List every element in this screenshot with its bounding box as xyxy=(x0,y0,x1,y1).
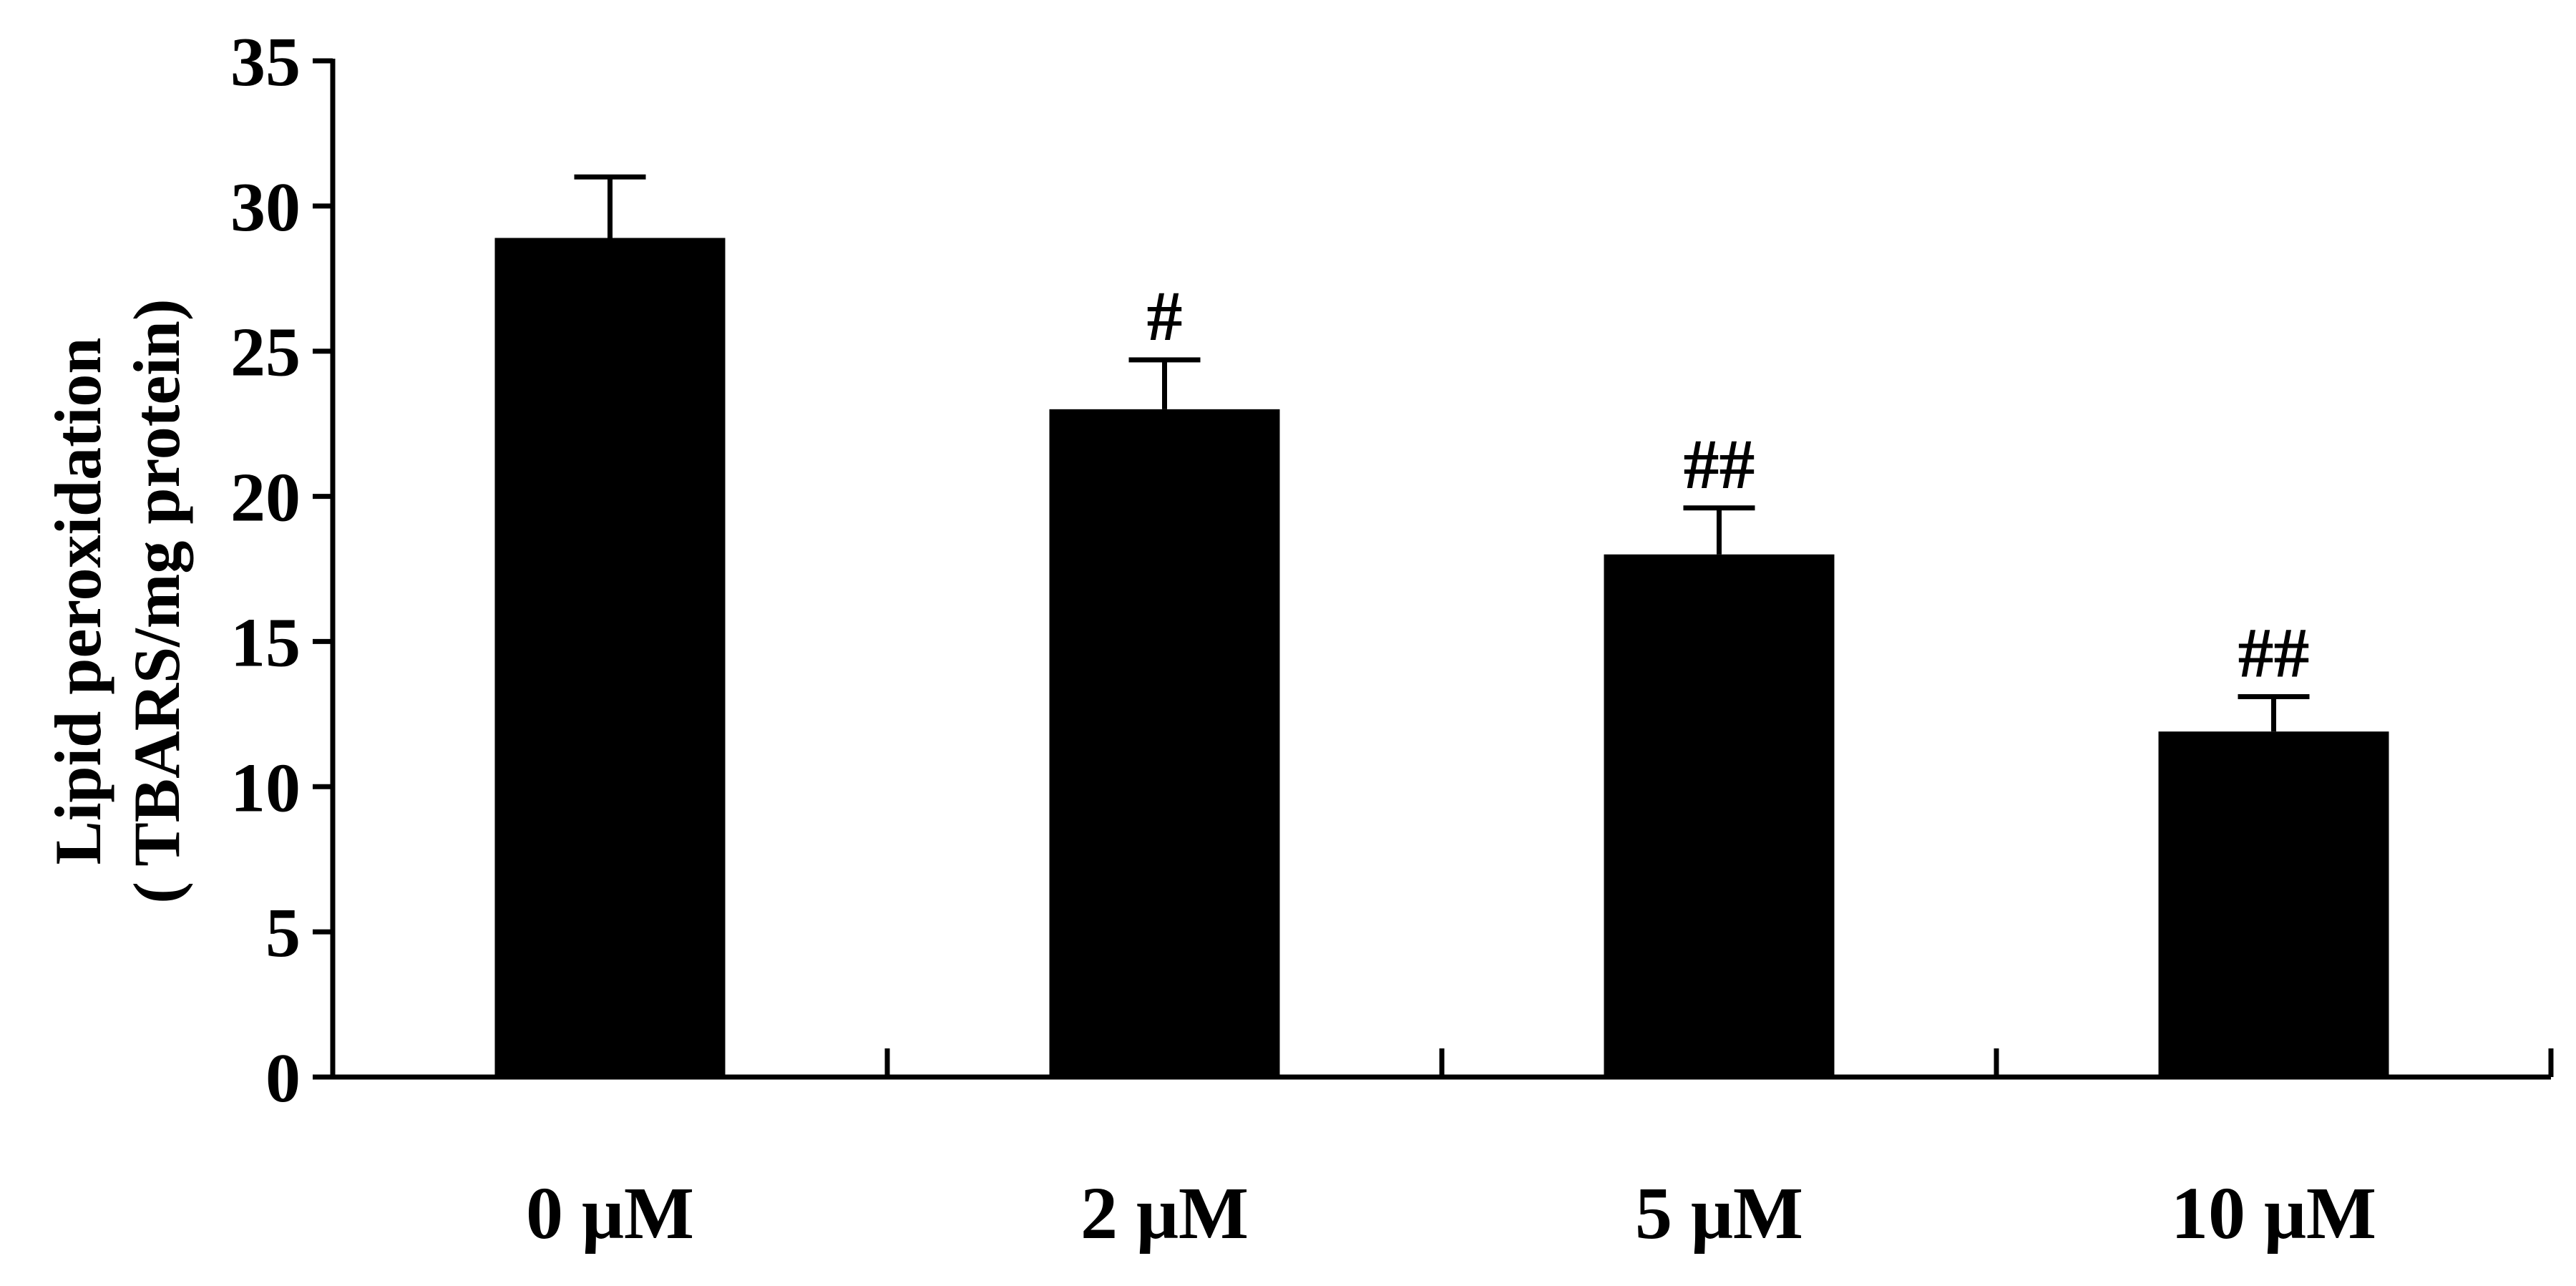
y-tick-label: 0 xyxy=(265,1040,301,1117)
y-tick-label: 5 xyxy=(265,895,301,972)
x-tick-label: 2 μM xyxy=(1080,1172,1249,1255)
x-tick-label: 0 μM xyxy=(526,1172,694,1255)
y-tick-label: 35 xyxy=(230,24,301,101)
y-tick-label: 25 xyxy=(230,314,301,391)
y-tick-label: 20 xyxy=(230,459,301,537)
y-axis-title-line2: ( TBARS/mg protein) xyxy=(120,298,193,903)
bar xyxy=(1049,409,1280,1077)
significance-marker: ## xyxy=(1684,424,1755,504)
y-axis-title-line1: Lipid peroxidation xyxy=(42,337,114,864)
bar xyxy=(2158,731,2389,1077)
x-tick-label: 10 μM xyxy=(2171,1172,2376,1255)
plot-area: 0 5 10 15 20 25 30 35 0 μM #2 μM ## 5 μM ## 10 μM xyxy=(230,24,2554,1255)
bar xyxy=(494,238,726,1077)
y-axis-title: Lipid peroxidation ( TBARS/mg protein) xyxy=(42,298,193,903)
x-tick-label: 5 μM xyxy=(1635,1172,1803,1255)
bar xyxy=(1604,554,1835,1077)
significance-marker: ## xyxy=(2238,613,2310,693)
significance-marker: # xyxy=(1147,276,1183,356)
y-tick-label: 10 xyxy=(230,749,301,827)
y-tick-label: 30 xyxy=(230,169,301,246)
y-tick-label: 15 xyxy=(230,604,301,681)
